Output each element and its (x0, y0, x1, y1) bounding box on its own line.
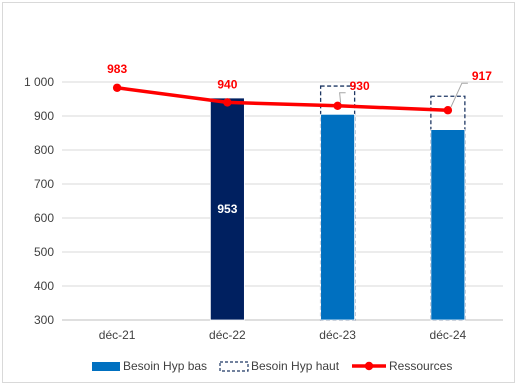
bar-besoin-hyp-bas (209, 97, 245, 321)
x-axis: déc-21 déc-22 déc-23 déc-24 (62, 319, 503, 342)
x-tick-label: déc-23 (319, 328, 356, 342)
label-leader-line (450, 82, 468, 108)
legend-label: Ressources (389, 359, 452, 373)
ressources-point (333, 101, 342, 111)
y-axis: 300 400 500 600 700 800 900 1 000 (24, 75, 54, 327)
ressources-series-line (116, 86, 448, 112)
y-tick-label: 500 (34, 245, 54, 259)
x-tick-label: déc-21 (99, 328, 136, 342)
y-tick-label: 400 (34, 279, 54, 293)
y-tick-label: 900 (34, 109, 54, 123)
data-labels: 953 983 940 930 917 (107, 62, 492, 216)
ressources-data-label: 930 (350, 79, 370, 93)
legend-swatch-besoin-hyp-bas (92, 362, 120, 371)
y-tick-label: 800 (34, 143, 54, 157)
label-leader-line (339, 92, 346, 103)
ressources-data-label: 917 (472, 69, 492, 83)
ressources-line (112, 83, 453, 115)
ressources-point (112, 83, 122, 92)
bar-besoin-hyp-bas (320, 113, 356, 321)
legend-label: Besoin Hyp bas (123, 359, 207, 373)
ressources-data-label: 983 (107, 62, 127, 76)
legend: Besoin Hyp bas Besoin Hyp haut Ressources (92, 359, 452, 373)
bar-besoin-hyp-bas (430, 129, 466, 321)
bar-data-label: 953 (217, 202, 237, 216)
legend-marker-ressources (364, 361, 374, 371)
y-tick-label: 700 (34, 177, 54, 191)
y-tick-label: 300 (34, 313, 54, 327)
x-tick-label: déc-22 (209, 328, 246, 342)
x-tick-label: déc-24 (430, 328, 467, 342)
legend-swatch-besoin-hyp-haut (219, 361, 249, 372)
y-tick-label: 600 (34, 211, 54, 225)
ressources-data-label: 940 (217, 77, 237, 91)
ressources-point (443, 106, 453, 115)
y-tick-label: 1 000 (24, 75, 54, 89)
bars (209, 85, 466, 321)
legend-label: Besoin Hyp haut (251, 359, 340, 373)
ressources-point (223, 98, 232, 107)
